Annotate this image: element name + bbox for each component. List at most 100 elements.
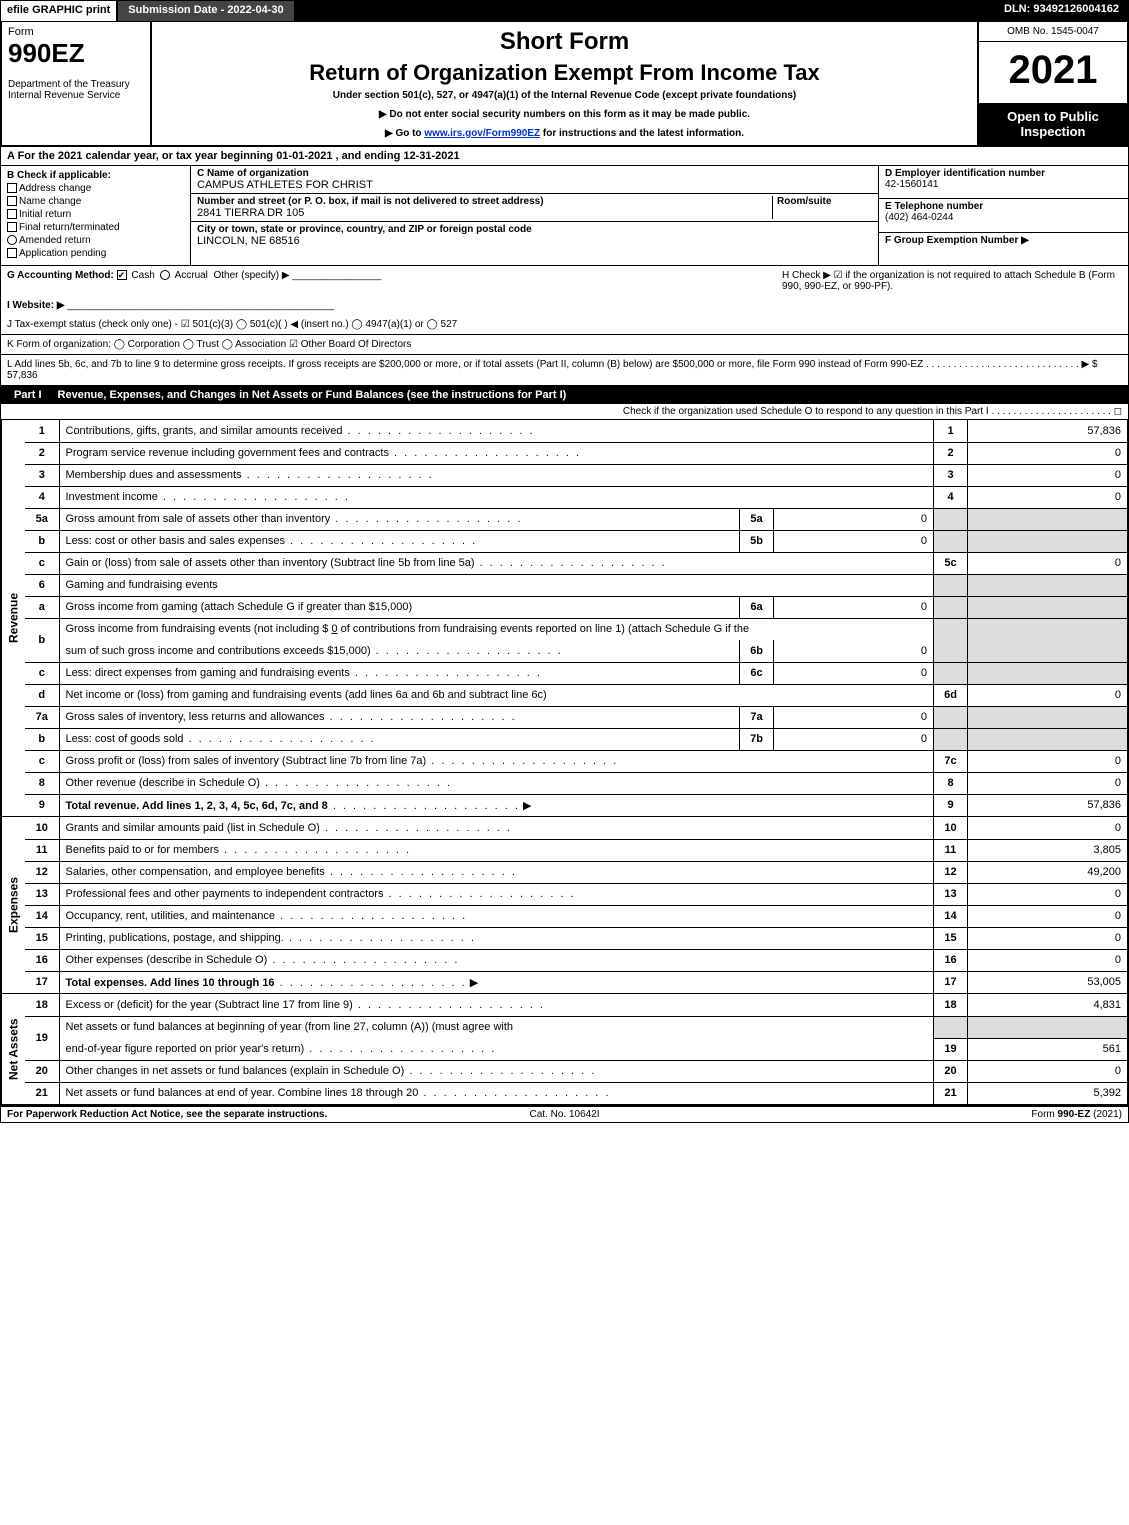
row-h: H Check ▶ ☑ if the organization is not r… — [782, 270, 1122, 292]
box-b: B Check if applicable: Address change Na… — [1, 166, 191, 265]
line-18: 18 Excess or (deficit) for the year (Sub… — [25, 994, 1128, 1016]
form-note-1: ▶ Do not enter social security numbers o… — [162, 109, 967, 120]
expenses-section: Expenses 10 Grants and similar amounts p… — [0, 817, 1129, 994]
row-l: L Add lines 5b, 6c, and 7b to line 9 to … — [1, 355, 1128, 385]
line-6d: d Net income or (loss) from gaming and f… — [25, 684, 1128, 706]
line-2: 2 Program service revenue including gove… — [25, 442, 1128, 464]
line-7a: 7a Gross sales of inventory, less return… — [25, 706, 1128, 728]
tax-year: 2021 — [979, 42, 1127, 103]
footer-right: Form 990-EZ (2021) — [750, 1109, 1122, 1120]
checkbox-initial-return[interactable]: Initial return — [7, 209, 184, 220]
part-i-sub: Check if the organization used Schedule … — [0, 404, 1129, 420]
line-9: 9 Total revenue. Add lines 1, 2, 3, 4, 5… — [25, 794, 1128, 816]
part-i-badge: Part I — [6, 389, 50, 401]
line-5a: 5a Gross amount from sale of assets othe… — [25, 508, 1128, 530]
footer-left: For Paperwork Reduction Act Notice, see … — [7, 1109, 379, 1120]
expenses-side-label: Expenses — [1, 817, 25, 993]
open-inspection-badge: Open to Public Inspection — [979, 103, 1127, 145]
revenue-table: 1 Contributions, gifts, grants, and simi… — [25, 420, 1128, 816]
phone-value: (402) 464-0244 — [885, 212, 1122, 223]
line-10: 10 Grants and similar amounts paid (list… — [25, 817, 1128, 839]
radio-accrual[interactable] — [160, 270, 170, 280]
omb-number: OMB No. 1545-0047 — [979, 22, 1127, 42]
city-value: LINCOLN, NE 68516 — [197, 235, 872, 247]
checkbox-cash[interactable] — [117, 270, 127, 280]
line-6c: c Less: direct expenses from gaming and … — [25, 662, 1128, 684]
line-7c: c Gross profit or (loss) from sales of i… — [25, 750, 1128, 772]
row-j: J Tax-exempt status (check only one) - ☑… — [1, 315, 1128, 335]
line-14: 14 Occupancy, rent, utilities, and maint… — [25, 905, 1128, 927]
header-middle: Short Form Return of Organization Exempt… — [152, 22, 977, 145]
note-2-suffix: for instructions and the latest informat… — [543, 128, 744, 139]
net-assets-table: 18 Excess or (deficit) for the year (Sub… — [25, 994, 1128, 1104]
room-label: Room/suite — [777, 196, 872, 207]
row-g-h: G Accounting Method: Cash Accrual Other … — [1, 266, 1128, 296]
line-13: 13 Professional fees and other payments … — [25, 883, 1128, 905]
ein-value: 42-1560141 — [885, 179, 1122, 190]
line-3: 3 Membership dues and assessments 3 0 — [25, 464, 1128, 486]
row-i: I Website: ▶ ___________________________… — [1, 296, 1128, 315]
box-c: C Name of organization CAMPUS ATHLETES F… — [191, 166, 878, 265]
checkbox-address-change[interactable]: Address change — [7, 183, 184, 194]
top-bar: efile GRAPHIC print Submission Date - 20… — [0, 0, 1129, 22]
street-cell: Number and street (or P. O. box, if mail… — [191, 194, 878, 222]
phone-cell: E Telephone number (402) 464-0244 — [879, 199, 1128, 232]
revenue-section: Revenue 1 Contributions, gifts, grants, … — [0, 420, 1129, 817]
org-name-cell: C Name of organization CAMPUS ATHLETES F… — [191, 166, 878, 194]
footer-mid: Cat. No. 10642I — [379, 1109, 751, 1120]
net-assets-section: Net Assets 18 Excess or (deficit) for th… — [0, 994, 1129, 1105]
header-right: OMB No. 1545-0047 2021 Open to Public In… — [977, 22, 1127, 145]
line-7b: b Less: cost of goods sold 7b 0 — [25, 728, 1128, 750]
line-5c: c Gain or (loss) from sale of assets oth… — [25, 552, 1128, 574]
row-k: K Form of organization: ◯ Corporation ◯ … — [1, 335, 1128, 355]
form-label: Form — [8, 26, 144, 38]
group-exemption-cell: F Group Exemption Number ▶ — [879, 233, 1128, 265]
street-label: Number and street (or P. O. box, if mail… — [197, 196, 772, 207]
dln-label: DLN: 93492126004162 — [994, 0, 1129, 22]
part-i-header: Part I Revenue, Expenses, and Changes in… — [0, 386, 1129, 404]
line-8: 8 Other revenue (describe in Schedule O)… — [25, 772, 1128, 794]
org-name-value: CAMPUS ATHLETES FOR CHRIST — [197, 179, 872, 191]
section-bcdef: B Check if applicable: Address change Na… — [0, 166, 1129, 266]
checkbox-amended-return[interactable]: Amended return — [7, 235, 184, 246]
revenue-side-label: Revenue — [1, 420, 25, 816]
checkbox-final-return[interactable]: Final return/terminated — [7, 222, 184, 233]
topbar-spacer — [295, 0, 994, 22]
net-assets-side-label: Net Assets — [1, 994, 25, 1104]
short-form-title: Short Form — [162, 28, 967, 56]
city-label: City or town, state or province, country… — [197, 224, 872, 235]
checkbox-name-change[interactable]: Name change — [7, 196, 184, 207]
form-header: Form 990EZ Department of the Treasury In… — [0, 22, 1129, 147]
line-6: 6 Gaming and fundraising events — [25, 574, 1128, 596]
ein-label: D Employer identification number — [885, 168, 1122, 179]
line-11: 11 Benefits paid to or for members 11 3,… — [25, 839, 1128, 861]
line-19-1: 19 Net assets or fund balances at beginn… — [25, 1016, 1128, 1038]
line-6b-1: b Gross income from fundraising events (… — [25, 618, 1128, 640]
rows-g-to-l: G Accounting Method: Cash Accrual Other … — [0, 266, 1129, 386]
checkbox-application-pending[interactable]: Application pending — [7, 248, 184, 259]
expenses-table: 10 Grants and similar amounts paid (list… — [25, 817, 1128, 993]
row-a-tax-year: A For the 2021 calendar year, or tax yea… — [0, 147, 1129, 166]
form-title: Return of Organization Exempt From Incom… — [162, 60, 967, 86]
box-def: D Employer identification number 42-1560… — [878, 166, 1128, 265]
part-i-desc: Revenue, Expenses, and Changes in Net As… — [58, 389, 567, 401]
line-4: 4 Investment income 4 0 — [25, 486, 1128, 508]
page-footer: For Paperwork Reduction Act Notice, see … — [0, 1105, 1129, 1123]
form-note-2: ▶ Go to www.irs.gov/Form990EZ for instru… — [162, 128, 967, 139]
row-g: G Accounting Method: Cash Accrual Other … — [7, 270, 782, 292]
line-21: 21 Net assets or fund balances at end of… — [25, 1082, 1128, 1104]
phone-label: E Telephone number — [885, 201, 1122, 212]
ein-cell: D Employer identification number 42-1560… — [879, 166, 1128, 199]
line-17: 17 Total expenses. Add lines 10 through … — [25, 971, 1128, 993]
irs-link[interactable]: www.irs.gov/Form990EZ — [424, 128, 540, 139]
line-5b: b Less: cost or other basis and sales ex… — [25, 530, 1128, 552]
header-left: Form 990EZ Department of the Treasury In… — [2, 22, 152, 145]
line-20: 20 Other changes in net assets or fund b… — [25, 1060, 1128, 1082]
submission-date-button[interactable]: Submission Date - 2022-04-30 — [117, 0, 294, 22]
group-exemption-label: F Group Exemption Number ▶ — [885, 235, 1122, 246]
street-value: 2841 TIERRA DR 105 — [197, 207, 772, 219]
efile-print-button[interactable]: efile GRAPHIC print — [0, 0, 117, 22]
form-subtitle: Under section 501(c), 527, or 4947(a)(1)… — [162, 90, 967, 101]
line-1: 1 Contributions, gifts, grants, and simi… — [25, 420, 1128, 442]
line-16: 16 Other expenses (describe in Schedule … — [25, 949, 1128, 971]
